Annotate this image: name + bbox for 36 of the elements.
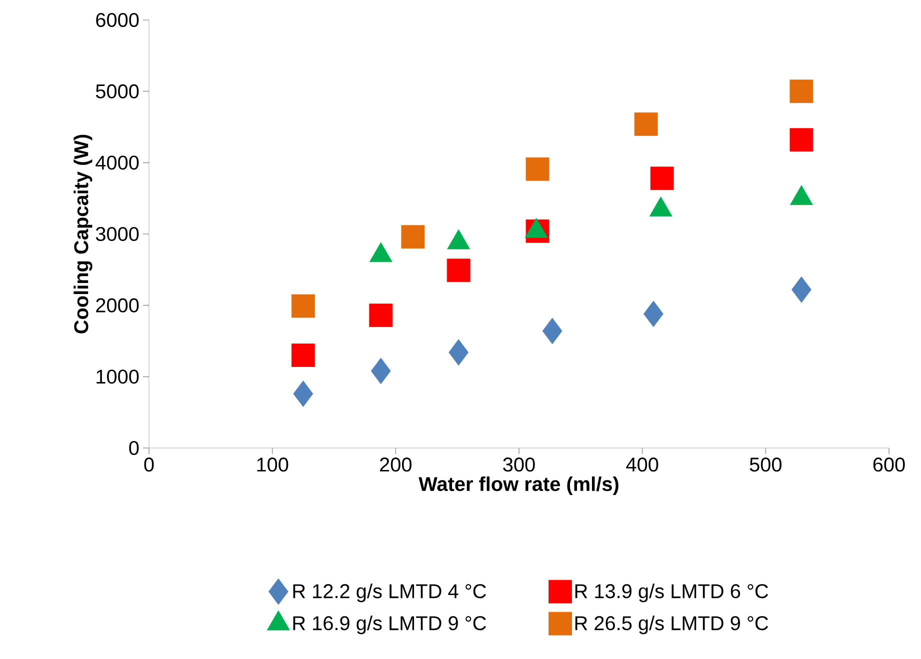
point xyxy=(369,304,393,328)
legend-label: R 13.9 g/s LMTD 6 °C xyxy=(575,584,768,602)
x-tick-label: 200 xyxy=(380,458,412,472)
x-tick-label: 100 xyxy=(257,458,288,472)
y-axis-title: Cooling Capcaity (W) xyxy=(74,134,92,334)
point xyxy=(634,112,658,136)
legend-label: R 26.5 g/s LMTD 9 °C xyxy=(575,616,768,634)
x-tick-label: 400 xyxy=(626,458,658,472)
point xyxy=(542,318,562,344)
point xyxy=(526,157,550,181)
point xyxy=(370,358,391,384)
x-tick-label: 0 xyxy=(144,458,154,472)
x-tick-label: 600 xyxy=(873,458,905,472)
point xyxy=(446,258,470,282)
point xyxy=(643,300,664,328)
x-axis-title: Water flow rate (ml/s) xyxy=(418,476,618,496)
y-tick-label: 5000 xyxy=(96,84,139,98)
y-tick-label: 6000 xyxy=(96,12,139,28)
point xyxy=(791,276,812,303)
legend-label: R 12.2 g/s LMTD 4 °C xyxy=(293,584,486,602)
point xyxy=(291,344,315,367)
y-tick-label: 1000 xyxy=(96,370,139,384)
y-tick-label: 2000 xyxy=(96,298,139,312)
point xyxy=(790,128,814,152)
y-tick-label: 3000 xyxy=(96,226,139,242)
point xyxy=(401,225,425,249)
point xyxy=(790,80,814,104)
point xyxy=(650,166,674,190)
legend-label: R 16.9 g/s LMTD 9 °C xyxy=(293,616,486,634)
y-tick-label: 0 xyxy=(129,440,139,456)
point xyxy=(448,339,469,366)
point xyxy=(291,294,315,318)
point xyxy=(293,380,314,407)
x-tick-label: 500 xyxy=(750,458,782,472)
y-tick-label: 4000 xyxy=(96,156,139,170)
x-tick-label: 300 xyxy=(503,458,535,472)
